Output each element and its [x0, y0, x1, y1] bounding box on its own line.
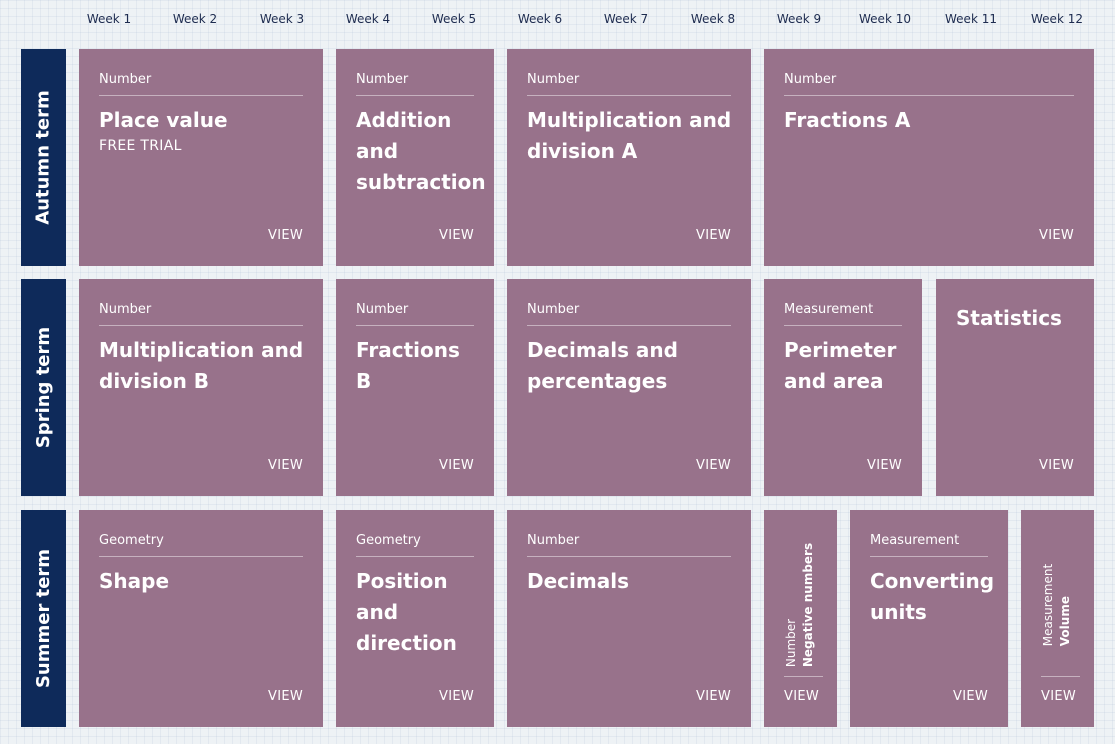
- view-link[interactable]: VIEW: [439, 689, 474, 704]
- term-label: Spring term: [33, 326, 54, 449]
- view-link[interactable]: VIEW: [953, 689, 988, 704]
- unit-card-multiplication-division-a[interactable]: Number Multiplication and division A VIE…: [507, 49, 751, 266]
- unit-title: Fractions A: [784, 108, 911, 132]
- week-label: Week 12: [1031, 12, 1083, 26]
- free-trial-label: FREE TRIAL: [99, 138, 182, 154]
- unit-card-converting-units[interactable]: Measurement Converting units VIEW: [850, 510, 1008, 727]
- unit-category: Number: [99, 302, 303, 326]
- unit-title: Multiplication and division B: [99, 338, 304, 393]
- unit-category: Number: [527, 302, 731, 326]
- unit-card-fractions-a[interactable]: Number Fractions A VIEW: [764, 49, 1094, 266]
- term-label: Autumn term: [33, 90, 55, 225]
- unit-card-negative-numbers[interactable]: Number Negative numbers VIEW: [764, 510, 837, 727]
- unit-title: Statistics: [956, 306, 1062, 330]
- unit-category: Number: [527, 533, 731, 557]
- unit-title: Place value: [99, 108, 228, 132]
- divider: [1041, 676, 1080, 677]
- unit-card-multiplication-division-b[interactable]: Number Multiplication and division B VIE…: [79, 279, 323, 496]
- view-link[interactable]: VIEW: [268, 228, 303, 243]
- week-label: Week 10: [859, 12, 911, 26]
- unit-card-shape[interactable]: Geometry Shape VIEW: [79, 510, 323, 727]
- unit-card-addition-subtraction[interactable]: Number Addition and subtraction VIEW: [336, 49, 494, 266]
- vertical-label: Number Negative numbers: [764, 540, 837, 670]
- unit-card-perimeter-area[interactable]: Measurement Perimeter and area VIEW: [764, 279, 922, 496]
- week-label: Week 11: [945, 12, 997, 26]
- unit-category: Number: [784, 72, 1074, 96]
- week-label: Week 1: [86, 12, 132, 26]
- unit-title: Decimals and percentages: [527, 338, 678, 393]
- unit-card-place-value[interactable]: Number Place value FREE TRIAL VIEW: [79, 49, 323, 266]
- week-label: Week 4: [345, 12, 391, 26]
- view-link[interactable]: VIEW: [867, 458, 902, 473]
- view-link[interactable]: VIEW: [784, 689, 819, 704]
- unit-category: Geometry: [99, 533, 303, 557]
- unit-title: Negative numbers: [801, 542, 816, 668]
- unit-category: Measurement: [870, 533, 988, 557]
- unit-card-decimals-percentages[interactable]: Number Decimals and percentages VIEW: [507, 279, 751, 496]
- view-link[interactable]: VIEW: [696, 228, 731, 243]
- unit-title: Multiplication and division A: [527, 108, 732, 163]
- unit-title: Shape: [99, 569, 170, 593]
- view-link[interactable]: VIEW: [696, 458, 731, 473]
- unit-card-volume[interactable]: Measurement Volume VIEW: [1021, 510, 1094, 727]
- view-link[interactable]: VIEW: [268, 458, 303, 473]
- view-link[interactable]: VIEW: [439, 228, 474, 243]
- unit-card-statistics[interactable]: Statistics VIEW: [936, 279, 1094, 496]
- view-link[interactable]: VIEW: [1039, 228, 1074, 243]
- week-label: Week 6: [517, 12, 563, 26]
- term-bar-summer: Summer term: [21, 510, 66, 727]
- unit-title: Volume: [1058, 596, 1073, 647]
- term-label: Summer term: [33, 548, 54, 689]
- unit-card-position-direction[interactable]: Geometry Position and direction VIEW: [336, 510, 494, 727]
- unit-card-fractions-b[interactable]: Number Fractions B VIEW: [336, 279, 494, 496]
- unit-category: Number: [356, 302, 474, 326]
- unit-title: Converting units: [870, 569, 995, 624]
- week-label: Week 8: [690, 12, 736, 26]
- view-link[interactable]: VIEW: [696, 689, 731, 704]
- unit-card-decimals[interactable]: Number Decimals VIEW: [507, 510, 751, 727]
- vertical-label: Measurement Volume: [1021, 540, 1094, 670]
- unit-title: Position and direction: [356, 569, 457, 655]
- unit-title: Addition and subtraction: [356, 108, 486, 194]
- unit-category: Measurement: [1041, 563, 1056, 647]
- term-bar-autumn: Autumn term: [21, 49, 66, 266]
- view-link[interactable]: VIEW: [268, 689, 303, 704]
- divider: [784, 676, 823, 677]
- view-link[interactable]: VIEW: [1041, 689, 1076, 704]
- unit-title: Perimeter and area: [784, 338, 897, 393]
- unit-category: Number: [99, 72, 303, 96]
- week-label: Week 3: [259, 12, 305, 26]
- week-label: Week 2: [172, 12, 218, 26]
- unit-title: Decimals: [527, 569, 629, 593]
- week-label: Week 9: [776, 12, 822, 26]
- view-link[interactable]: VIEW: [439, 458, 474, 473]
- unit-category: Number: [356, 72, 474, 96]
- week-label: Week 7: [603, 12, 649, 26]
- view-link[interactable]: VIEW: [1039, 458, 1074, 473]
- unit-category: Number: [784, 618, 799, 668]
- unit-title: Fractions B: [356, 338, 460, 393]
- unit-category: Measurement: [784, 302, 902, 326]
- week-label: Week 5: [431, 12, 477, 26]
- unit-category: Geometry: [356, 533, 474, 557]
- term-bar-spring: Spring term: [21, 279, 66, 496]
- unit-category: Number: [527, 72, 731, 96]
